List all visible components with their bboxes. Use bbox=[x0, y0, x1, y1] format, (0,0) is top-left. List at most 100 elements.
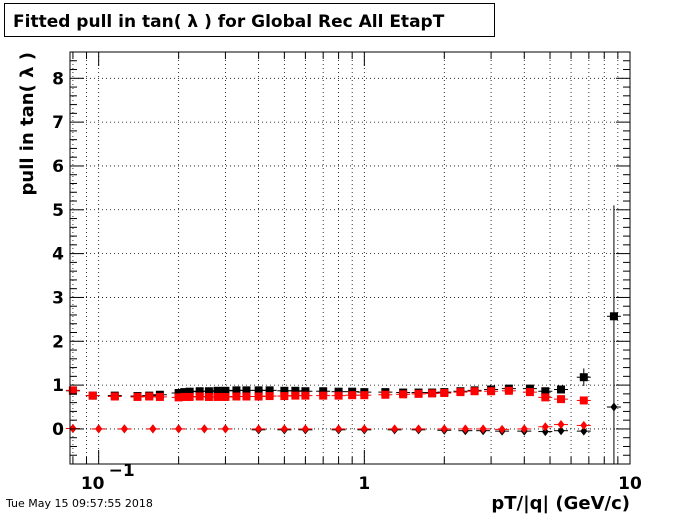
data-point bbox=[541, 427, 549, 437]
y-tick-label: 7 bbox=[52, 113, 64, 133]
data-point bbox=[504, 386, 513, 395]
data-point bbox=[580, 426, 588, 436]
y-tick-label: 0 bbox=[52, 420, 64, 440]
data-point bbox=[68, 386, 77, 395]
data-point bbox=[557, 426, 565, 436]
data-point bbox=[221, 424, 229, 434]
data-point bbox=[541, 422, 549, 432]
data-point bbox=[541, 393, 550, 402]
data-point bbox=[580, 420, 588, 430]
plot-frame bbox=[69, 51, 631, 465]
grid bbox=[70, 52, 631, 464]
data-point bbox=[213, 386, 222, 395]
y-tick-label: 5 bbox=[52, 201, 64, 221]
data-point bbox=[200, 424, 208, 434]
data-point bbox=[149, 424, 157, 434]
data-point bbox=[415, 424, 423, 434]
y-tick-label: 6 bbox=[52, 157, 64, 177]
data-point bbox=[487, 387, 496, 396]
data-point bbox=[175, 424, 183, 434]
data-point bbox=[525, 388, 534, 397]
data-point bbox=[541, 387, 550, 396]
data-point bbox=[334, 391, 343, 400]
data-point bbox=[174, 388, 183, 397]
data-point bbox=[155, 392, 164, 401]
y-tick-label: 1 bbox=[52, 376, 64, 396]
data-point bbox=[610, 402, 618, 412]
data-point bbox=[557, 395, 566, 404]
data-point bbox=[291, 391, 300, 400]
y-axis-title: pull in tan( λ ) bbox=[17, 52, 38, 196]
data-point bbox=[301, 391, 310, 400]
data-point bbox=[95, 424, 103, 434]
series bbox=[65, 386, 591, 405]
chart-title: Fitted pull in tan( λ ) for Global Rec A… bbox=[13, 12, 445, 32]
x-axis-title: pT/|q| (GeV/c) bbox=[491, 493, 630, 514]
x-tick-label: 1 bbox=[358, 474, 370, 494]
data-point bbox=[291, 386, 300, 395]
data-point bbox=[280, 392, 289, 401]
data-point bbox=[456, 388, 465, 397]
y-tick-label: 3 bbox=[52, 288, 64, 308]
data-point bbox=[232, 386, 241, 395]
data-point bbox=[120, 424, 128, 434]
data-point bbox=[498, 424, 506, 434]
data-point bbox=[428, 389, 437, 398]
series bbox=[65, 312, 621, 401]
data-point bbox=[195, 392, 204, 401]
data-point bbox=[470, 387, 479, 396]
data-point bbox=[579, 373, 588, 382]
data-point bbox=[301, 387, 310, 396]
data-point bbox=[242, 386, 251, 395]
data-point bbox=[254, 392, 263, 401]
timestamp-footer: Tue May 15 09:57:55 2018 bbox=[6, 497, 153, 510]
data-point bbox=[319, 387, 328, 396]
series bbox=[65, 205, 621, 464]
data-point bbox=[213, 392, 222, 401]
data-point bbox=[265, 386, 274, 395]
data-point bbox=[335, 424, 343, 434]
data-point bbox=[204, 387, 213, 396]
data-point bbox=[360, 391, 369, 400]
data-point bbox=[557, 420, 565, 430]
data-point bbox=[579, 396, 588, 405]
data-point bbox=[440, 388, 449, 397]
data-point bbox=[461, 424, 469, 434]
data-point bbox=[242, 392, 251, 401]
y-tick-label: 4 bbox=[52, 245, 64, 265]
data-point bbox=[221, 392, 230, 401]
data-point bbox=[232, 392, 241, 401]
data-point bbox=[204, 392, 213, 401]
data-point bbox=[301, 424, 309, 434]
data-point bbox=[110, 392, 119, 401]
data-point bbox=[185, 387, 194, 396]
data-point bbox=[440, 424, 448, 434]
series bbox=[65, 420, 591, 434]
data-point bbox=[414, 389, 423, 398]
x-tick-label: 10 bbox=[81, 474, 105, 494]
data-point bbox=[133, 392, 142, 401]
data-point bbox=[280, 386, 289, 395]
data-point bbox=[381, 390, 390, 399]
data-point bbox=[399, 390, 408, 399]
data-point bbox=[185, 392, 194, 401]
data-point bbox=[254, 386, 263, 395]
x-tick-label: 10 bbox=[618, 474, 642, 494]
data-point bbox=[265, 392, 274, 401]
data-point bbox=[557, 385, 566, 394]
x-tick-exponent: −1 bbox=[109, 461, 135, 481]
data-point bbox=[319, 391, 328, 400]
data-point bbox=[479, 424, 487, 434]
data-point bbox=[195, 387, 204, 396]
data-point bbox=[280, 424, 288, 434]
y-tick-label: 8 bbox=[52, 69, 64, 89]
y-tick-label: 2 bbox=[52, 332, 64, 352]
chart-title-box: Fitted pull in tan( λ ) for Global Rec A… bbox=[4, 3, 495, 37]
data-point bbox=[391, 424, 399, 434]
data-point bbox=[520, 424, 528, 434]
data-point bbox=[360, 424, 368, 434]
data-point bbox=[88, 391, 97, 400]
data-point bbox=[145, 392, 154, 401]
